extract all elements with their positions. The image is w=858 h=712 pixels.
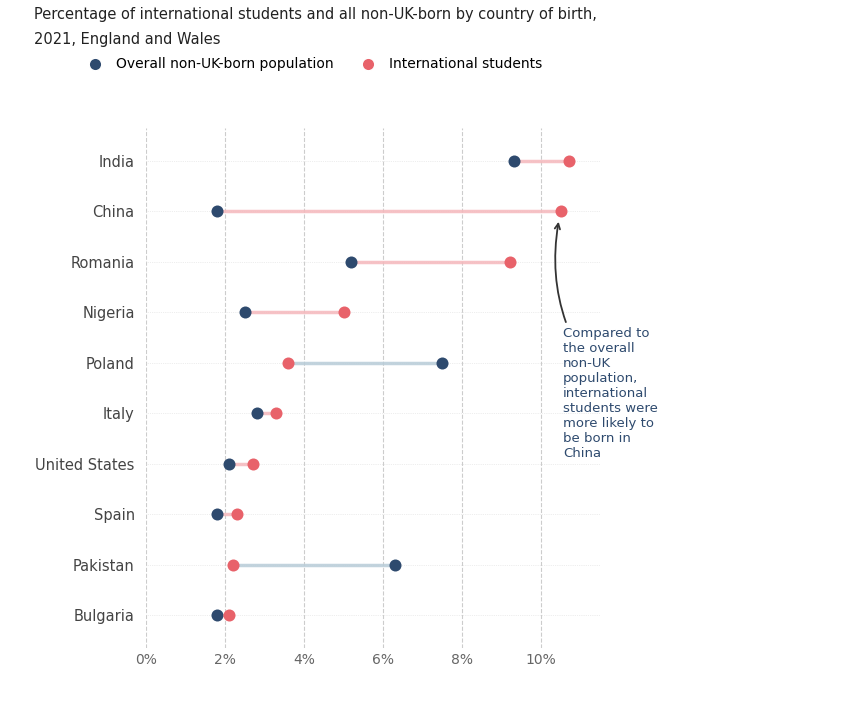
Point xyxy=(238,307,251,318)
Point xyxy=(554,206,568,217)
Point xyxy=(269,407,283,419)
Point xyxy=(210,508,224,520)
Point xyxy=(507,155,521,167)
Point xyxy=(336,307,350,318)
Text: Compared to
the overall
non-UK
population,
international
students were
more like: Compared to the overall non-UK populatio… xyxy=(555,224,658,461)
Point xyxy=(230,508,244,520)
Point xyxy=(210,206,224,217)
Point xyxy=(222,458,236,469)
Legend: Overall non-UK-born population, International students: Overall non-UK-born population, Internat… xyxy=(76,52,547,77)
Point xyxy=(281,357,295,369)
Point xyxy=(562,155,576,167)
Text: Percentage of international students and all non-UK-born by country of birth,: Percentage of international students and… xyxy=(34,7,597,22)
Point xyxy=(345,256,359,268)
Point xyxy=(245,458,259,469)
Point xyxy=(222,609,236,621)
Text: 2021, England and Wales: 2021, England and Wales xyxy=(34,32,221,47)
Point xyxy=(503,256,517,268)
Point xyxy=(210,609,224,621)
Point xyxy=(226,559,239,570)
Point xyxy=(436,357,450,369)
Point xyxy=(388,559,402,570)
Point xyxy=(250,407,263,419)
